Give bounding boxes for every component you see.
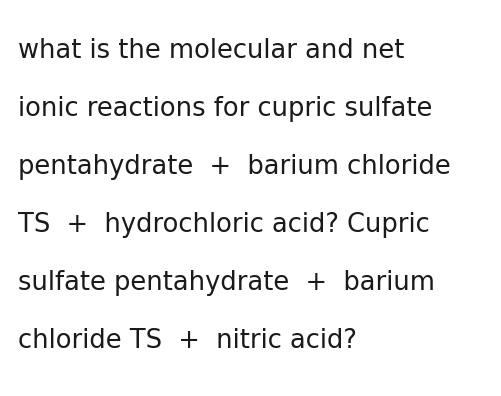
- Text: what is the molecular and net: what is the molecular and net: [18, 38, 404, 64]
- Text: ionic reactions for cupric sulfate: ionic reactions for cupric sulfate: [18, 96, 432, 122]
- Text: sulfate pentahydrate  +  barium: sulfate pentahydrate + barium: [18, 270, 435, 296]
- Text: pentahydrate  +  barium chloride: pentahydrate + barium chloride: [18, 154, 451, 180]
- Text: chloride TS  +  nitric acid?: chloride TS + nitric acid?: [18, 328, 357, 354]
- Text: TS  +  hydrochloric acid? Cupric: TS + hydrochloric acid? Cupric: [18, 212, 430, 238]
